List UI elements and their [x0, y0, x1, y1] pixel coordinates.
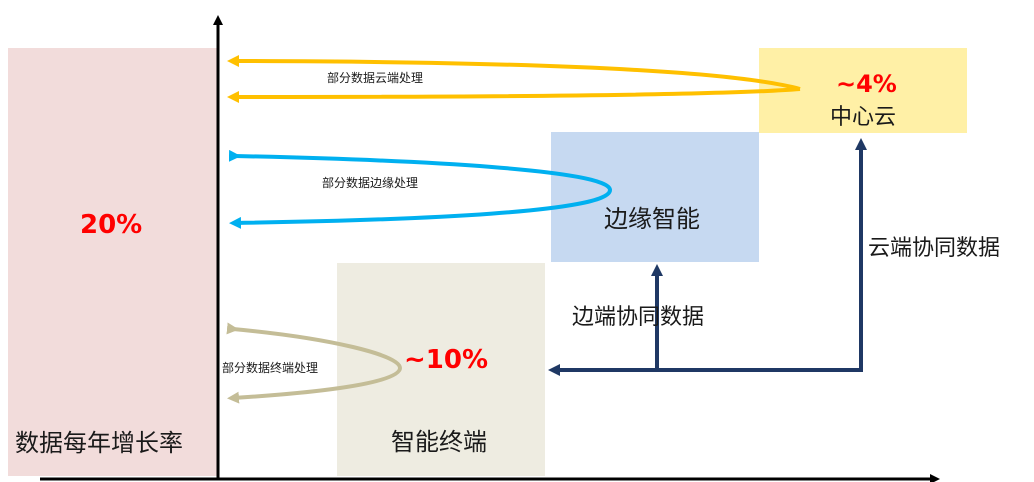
growth-rate-value: 20% — [80, 210, 143, 240]
cloud-processing-upper-arrow — [227, 55, 801, 91]
growth-rate-box — [8, 48, 218, 476]
cloud-terminal-sync-label: 云端协同数据 — [868, 236, 1001, 261]
edge-intelligence-box — [551, 132, 759, 262]
central-cloud-value: ~4% — [836, 70, 897, 98]
smart-terminal-value: ~10% — [404, 345, 489, 375]
edge-terminal-sync-label: 边端协同数据 — [572, 305, 705, 330]
cloud-processing-label: 部分数据云端处理 — [327, 71, 424, 85]
central-cloud-label: 中心云 — [830, 105, 897, 130]
edge-intelligence-label: 边缘智能 — [604, 205, 700, 233]
growth-rate-label: 数据每年增长率 — [15, 429, 183, 457]
terminal-processing-label: 部分数据终端处理 — [222, 361, 319, 375]
smart-terminal-box — [337, 263, 545, 476]
edge-processing-label: 部分数据边缘处理 — [322, 176, 419, 190]
smart-terminal-label: 智能终端 — [391, 428, 487, 456]
terminal-processing-lower-arrow — [227, 367, 402, 404]
edge-processing-lower-arrow — [229, 189, 612, 229]
cloud-processing-lower-arrow — [227, 87, 801, 103]
terminal-processing-upper-arrow — [226, 322, 402, 369]
edge-processing-upper-arrow — [228, 149, 612, 191]
